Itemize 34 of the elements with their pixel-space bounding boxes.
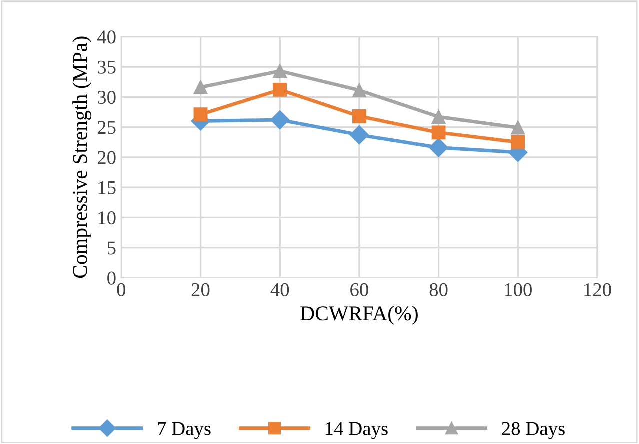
y-tick-label: 35	[98, 60, 116, 74]
x-tick-label: 100	[505, 283, 532, 296]
point	[194, 80, 208, 94]
y-tick-label: 40	[97, 30, 116, 44]
point	[352, 109, 366, 124]
legend-label: 28 Days	[502, 422, 565, 440]
point	[270, 110, 290, 130]
x-tick-label: 60	[350, 283, 368, 296]
x-axis-title: DCWRFA(%)	[300, 306, 418, 325]
y-tick-label: 20	[98, 151, 116, 164]
y-tick-label: 10	[98, 211, 116, 225]
point	[350, 126, 369, 145]
x-tick-label: 80	[430, 283, 448, 296]
y-tick-label: 0	[108, 272, 116, 285]
point	[273, 82, 288, 97]
x-tick-label: 20	[192, 283, 210, 296]
point	[432, 126, 446, 140]
point	[511, 135, 526, 150]
y-axis-title: Compressive Strength (MPa)	[72, 36, 92, 278]
point	[511, 120, 526, 135]
point	[194, 108, 208, 122]
x-tick-label: 0	[117, 283, 126, 296]
y-tick-label: 30	[98, 90, 116, 104]
x-tick-label: 120	[584, 283, 612, 296]
x-tick-label: 40	[270, 283, 290, 296]
y-tick-label: 5	[108, 242, 116, 255]
legend-label: 14 Days	[326, 422, 388, 440]
point	[432, 110, 446, 124]
y-tick-label: 15	[98, 181, 116, 194]
y-tick-label: 25	[98, 121, 116, 134]
point	[352, 84, 366, 98]
point	[273, 64, 288, 78]
point	[429, 138, 448, 158]
legend-label: 7 Days	[158, 422, 211, 440]
